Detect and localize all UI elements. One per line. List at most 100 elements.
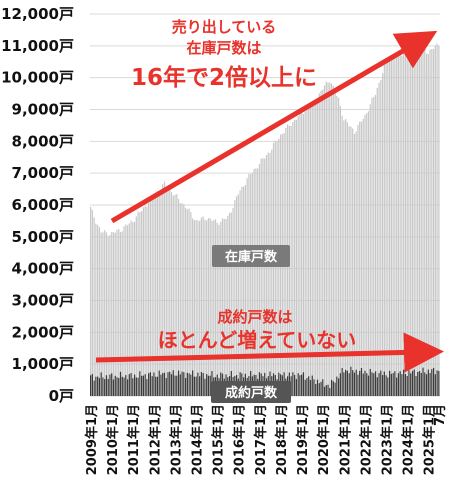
stock-bar-125: [309, 106, 312, 397]
y-tick-label-6: 6,000戸: [12, 196, 74, 214]
label-contract-box: [211, 381, 291, 403]
contract-bar-166: [381, 375, 384, 396]
stock-bar-47: [172, 195, 174, 396]
y-tick-label-9: 9,000戸: [12, 101, 74, 119]
stock-bar-33: [148, 202, 150, 396]
contract-bar-18: [121, 376, 123, 396]
stock-bar-116: [294, 119, 296, 397]
contract-bar-42: [163, 372, 166, 396]
stock-bar-135: [327, 82, 329, 396]
stock-bar-182: [410, 47, 412, 397]
stock-bar-68: [209, 218, 211, 396]
contract-bar-172: [392, 373, 394, 396]
contract-bar-17: [119, 371, 122, 396]
stock-bar-67: [207, 218, 210, 396]
contract-bar-9: [105, 375, 108, 396]
y-tick-label-10: 10,000戸: [1, 69, 74, 87]
stock-bar-145: [345, 119, 347, 396]
contract-bar-67: [207, 375, 210, 396]
stock-bar-24: [132, 222, 134, 396]
contract-bar-146: [346, 370, 349, 396]
contract-bar-22: [128, 374, 130, 396]
stock-bar-158: [367, 111, 370, 396]
stock-bar-15: [116, 229, 118, 396]
stock-bar-36: [153, 196, 155, 396]
contract-bar-195: [432, 367, 435, 396]
contract-bar-176: [399, 371, 401, 396]
annotation-top-line2: 在庫戸数は: [186, 39, 261, 57]
stock-bar-175: [397, 52, 400, 397]
stock-bar-166: [381, 73, 384, 397]
contract-bar-144: [343, 372, 345, 396]
stock-bar-134: [325, 81, 327, 396]
stock-bar-157: [366, 113, 368, 396]
contract-bar-126: [311, 375, 313, 396]
stock-bar-150: [353, 134, 356, 396]
stock-bar-160: [371, 98, 373, 396]
stock-bar-72: [216, 222, 218, 396]
contract-bar-62: [199, 376, 201, 396]
contract-bar-137: [330, 379, 333, 396]
stock-bar-62: [199, 220, 201, 396]
stock-bar-117: [295, 119, 298, 396]
contract-bar-43: [165, 378, 167, 396]
x-tick-label-15: 2024年1月: [401, 404, 417, 475]
stock-bar-91: [250, 174, 252, 396]
stock-bar-101: [267, 152, 269, 396]
contract-bar-139: [334, 382, 336, 396]
stock-bar-58: [192, 218, 194, 396]
y-tick-label-4: 4,000戸: [12, 260, 74, 278]
stock-bar-77: [225, 218, 227, 396]
stock-bar-174: [396, 53, 398, 396]
contract-bar-52: [181, 371, 183, 396]
stock-bar-42: [163, 181, 166, 396]
stock-bar-48: [174, 194, 176, 396]
stock-bar-144: [343, 120, 345, 397]
stock-bar-163: [376, 87, 378, 396]
contract-bar-174: [396, 377, 398, 396]
contract-bar-40: [160, 374, 162, 396]
contract-bar-130: [318, 383, 320, 396]
stock-bar-90: [248, 173, 250, 396]
stock-bar-198: [438, 45, 440, 396]
stock-bar-14: [114, 232, 116, 396]
stock-bar-38: [156, 191, 159, 396]
stock-bar-25: [133, 221, 136, 396]
contract-bar-185: [415, 376, 417, 396]
stock-bar-29: [141, 211, 143, 396]
stock-bar-180: [406, 53, 408, 397]
stock-bar-98: [262, 158, 264, 396]
annotation-bottom-line2: ほとんど増えていない: [158, 328, 356, 352]
contract-bar-173: [394, 371, 396, 396]
stock-bar-85: [239, 190, 241, 396]
contract-bar-161: [373, 373, 375, 396]
stock-bar-18: [121, 231, 123, 396]
stock-bar-181: [408, 50, 410, 396]
stock-bar-132: [322, 89, 324, 397]
contract-bar-190: [424, 372, 426, 396]
contract-bar-14: [114, 375, 116, 396]
contract-bar-39: [158, 370, 160, 396]
contract-bar-117: [295, 379, 298, 396]
x-tick-label-9: 2018年1月: [274, 404, 290, 475]
annotation-top-line3: 16年で2倍以上に: [131, 64, 317, 91]
stock-bar-191: [425, 53, 428, 396]
stock-bar-172: [392, 58, 394, 396]
contract-bar-138: [332, 381, 334, 396]
stock-bar-56: [188, 208, 190, 396]
contract-bar-49: [176, 375, 178, 396]
contract-bar-191: [425, 374, 428, 396]
stock-bar-107: [278, 138, 280, 397]
contract-bar-57: [190, 374, 192, 396]
stock-bar-94: [255, 168, 257, 396]
stock-bar-167: [383, 64, 385, 396]
contract-bar-148: [350, 366, 352, 396]
contract-bar-129: [316, 379, 319, 396]
stock-bar-119: [299, 111, 301, 396]
contract-bar-196: [434, 374, 436, 396]
contract-bar-193: [429, 373, 431, 396]
stock-bar-81: [232, 207, 234, 396]
contract-bar-35: [151, 376, 153, 396]
contract-bar-184: [413, 369, 415, 396]
